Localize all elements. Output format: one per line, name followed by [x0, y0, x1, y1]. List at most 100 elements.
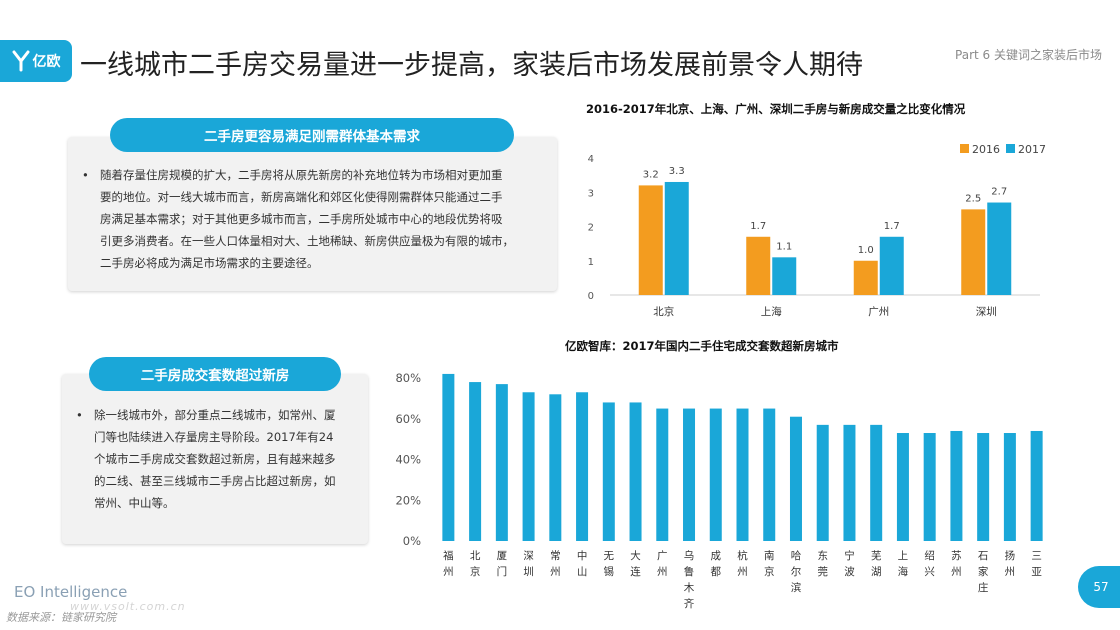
bar-city	[683, 408, 696, 541]
x-tick-label: 常州	[550, 549, 561, 578]
bar-2017	[664, 181, 689, 295]
bar-2016	[638, 185, 663, 295]
data-label: 3.3	[669, 166, 685, 177]
data-label: 1.7	[750, 221, 766, 232]
legend-swatch-2016	[960, 144, 969, 153]
x-tick-label: 苏州	[951, 549, 962, 578]
y-tick-label: 2	[588, 223, 594, 234]
chart-ratio: 0 1 2 3 4 北京 3.2 3.3 上海 1.7 1.1 广州 1.0 1.7 深圳 2.5 2.7 201…	[588, 143, 1046, 318]
bar-2017	[879, 236, 904, 295]
legend-label: 2016	[972, 143, 1000, 156]
bar-2017	[772, 257, 797, 295]
logo: 亿欧	[0, 40, 72, 82]
footer-source: 数据来源：链家研究院	[6, 611, 116, 624]
legend-label: 2017	[1018, 143, 1046, 156]
logo-mark-icon	[12, 50, 29, 72]
paragraph-line: 门等也陆续进入存量房主导阶段。2017年有24	[94, 430, 334, 444]
x-tick-label: 广州	[868, 306, 889, 318]
y-tick-label: 60%	[395, 412, 421, 426]
legend-swatch-2017	[1006, 144, 1015, 153]
bar-city	[709, 408, 722, 541]
bar-city	[816, 424, 829, 541]
bar-city	[602, 402, 615, 541]
bar-city	[923, 433, 936, 541]
bar-city	[763, 408, 776, 541]
bar-city	[950, 430, 963, 541]
chart-title-2: 亿欧智库：2017年国内二手住宅成交套数超新房城市	[565, 339, 839, 353]
bar-city	[576, 392, 589, 541]
page-number: 57	[1078, 566, 1120, 608]
bar-city	[1003, 433, 1016, 541]
bar-city	[977, 433, 990, 541]
bar-2016	[746, 236, 771, 295]
x-tick-label: 石家庄	[978, 550, 989, 594]
bar-city	[522, 392, 535, 541]
bar-city	[789, 416, 802, 541]
x-tick-label: 芜湖	[871, 549, 882, 578]
y-tick-label: 40%	[395, 453, 421, 467]
x-tick-label: 北京	[470, 550, 481, 578]
x-tick-label: 上海	[898, 550, 909, 578]
text-panel-2: • 除一线城市外，部分重点二线城市，如常州、厦 门等也陆续进入存量房主导阶段。2…	[62, 374, 368, 544]
bar-2016	[853, 260, 878, 295]
x-tick-label: 哈尔滨	[791, 549, 802, 594]
x-tick-label: 宁波	[844, 549, 855, 578]
y-tick-label: 3	[588, 188, 594, 199]
footer-brand: EO Intelligence	[14, 583, 128, 601]
paragraph-line: 的二线、甚至三线城市二手房占比超过新房，如	[94, 474, 336, 488]
x-tick-label: 北京	[653, 305, 674, 318]
y-tick-label: 1	[588, 257, 594, 268]
y-tick-label: 20%	[395, 493, 421, 507]
data-label: 2.5	[965, 193, 981, 204]
x-tick-label: 三亚	[1031, 550, 1042, 578]
bullet-dot: •	[82, 168, 89, 182]
data-label: 2.7	[991, 187, 1007, 198]
bar-city	[442, 373, 455, 541]
x-tick-label: 东莞	[817, 549, 828, 578]
bar-city	[629, 402, 642, 541]
x-tick-label: 乌鲁木齐	[684, 549, 695, 610]
bar-city	[469, 382, 482, 541]
x-tick-label: 扬州	[1005, 549, 1016, 578]
x-tick-label: 无锡	[604, 550, 615, 578]
paragraph-line: 房满足基本需求；对于其他更多城市而言，二手房所处城市中心的地段优势将吸	[100, 212, 503, 226]
section-tag: Part 6 关键词之家装后市场	[955, 48, 1102, 62]
data-label: 3.2	[643, 169, 659, 180]
bar-2016	[961, 209, 986, 295]
section-heading-1: 二手房更容易满足刚需群体基本需求	[110, 118, 514, 152]
x-tick-label: 大连	[630, 549, 641, 578]
x-tick-label: 南京	[764, 549, 775, 578]
paragraph-line: 除一线城市外，部分重点二线城市，如常州、厦	[94, 408, 336, 422]
bullet-item: • 随着存量住房规模的扩大，二手房将从原先新房的补充地位转为市场相对更加重 要的…	[82, 164, 543, 274]
footer-site: www.vsolt.com.cn	[70, 600, 186, 613]
x-tick-label: 上海	[761, 305, 782, 318]
y-tick-label: 0	[588, 291, 594, 302]
x-tick-label: 成都	[711, 550, 722, 578]
bar-city	[1030, 430, 1043, 541]
bar-city	[870, 424, 883, 541]
x-tick-label: 福州	[443, 549, 454, 578]
bar-city	[495, 384, 508, 541]
data-label: 1.1	[776, 241, 792, 252]
y-tick-label: 0%	[403, 534, 421, 548]
y-tick-label: 80%	[395, 371, 421, 385]
y-tick-label: 4	[588, 154, 594, 165]
paragraph-line: 随着存量住房规模的扩大，二手房将从原先新房的补充地位转为市场相对更加重	[100, 168, 503, 182]
bar-city	[736, 408, 749, 541]
bar-city	[549, 394, 562, 541]
paragraph-line: 常州、中山等。	[94, 496, 175, 510]
paragraph-line: 要的地位。对一线大城市而言，新房高端化和郊区化使得刚需群体只能通过二手	[100, 190, 503, 204]
x-tick-label: 深圳	[976, 306, 997, 318]
bullet-dot: •	[76, 408, 83, 422]
section-heading-2: 二手房成交套数超过新房	[89, 357, 341, 391]
bullet-item: • 除一线城市外，部分重点二线城市，如常州、厦 门等也陆续进入存量房主导阶段。2…	[76, 404, 354, 514]
paragraph-line: 个城市二手房成交套数超过新房，且有越来越多	[94, 452, 336, 466]
bar-city	[656, 408, 669, 541]
paragraph-line: 引更多消费者。在一些人口体量相对大、土地稀缺、新房供应量极为有限的城市，	[100, 234, 514, 248]
x-tick-label: 深圳	[523, 550, 534, 578]
bar-city	[896, 433, 909, 541]
x-tick-label: 厦门	[497, 550, 508, 578]
x-tick-label: 杭州	[737, 549, 748, 578]
x-tick-label: 广州	[657, 550, 668, 578]
page-title: 一线城市二手房交易量进一步提高，家装后市场发展前景令人期待	[80, 50, 863, 81]
